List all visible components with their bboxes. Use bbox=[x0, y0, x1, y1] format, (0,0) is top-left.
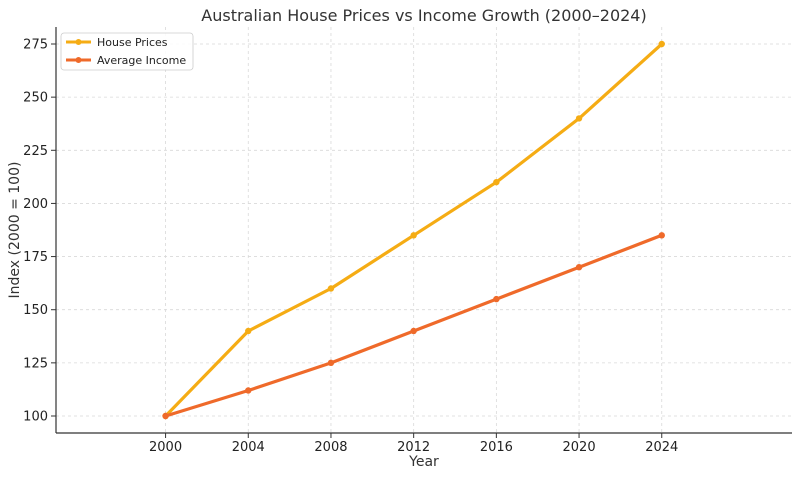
data-point-average-income bbox=[410, 327, 417, 335]
legend: House Prices Average Income bbox=[60, 32, 194, 71]
x-tick-label: 2024 bbox=[645, 440, 678, 455]
y-tick-label: 275 bbox=[23, 38, 48, 53]
y-tick-label: 175 bbox=[23, 250, 48, 265]
legend-label-house-prices: House Prices bbox=[97, 36, 168, 49]
data-point-house-prices bbox=[327, 285, 335, 292]
legend-label-average-income: Average Income bbox=[97, 54, 186, 67]
data-point-average-income bbox=[245, 387, 252, 394]
y-tick-label: 100 bbox=[23, 409, 48, 424]
data-point-house-prices bbox=[245, 327, 252, 335]
x-tick-label: 2016 bbox=[480, 440, 513, 455]
axes bbox=[55, 27, 792, 434]
y-tick-label: 225 bbox=[23, 144, 48, 159]
y-tick-label: 250 bbox=[23, 91, 48, 106]
x-tick-label: 2020 bbox=[563, 440, 596, 455]
legend-marker-house-prices bbox=[75, 39, 82, 45]
axis-ticks: 2000 2004 2008 2012 2016 2020 2024 100 125 150 175… bbox=[23, 38, 678, 455]
y-axis-label: Index (2000 = 100) bbox=[7, 162, 23, 299]
data-point-house-prices bbox=[658, 40, 665, 48]
x-tick-label: 2004 bbox=[232, 440, 265, 455]
data-point-average-income bbox=[575, 263, 583, 271]
y-tick-label: 150 bbox=[23, 303, 48, 318]
x-axis-label: Year bbox=[408, 454, 439, 470]
legend-marker-average-income bbox=[75, 57, 82, 63]
data-point-average-income bbox=[493, 295, 500, 303]
data-point-house-prices bbox=[410, 232, 417, 239]
x-tick-label: 2000 bbox=[149, 440, 182, 455]
x-tick-label: 2012 bbox=[397, 440, 430, 455]
grid-lines bbox=[56, 27, 792, 433]
data-point-average-income bbox=[327, 359, 335, 367]
y-tick-label: 125 bbox=[23, 356, 48, 371]
data-point-average-income bbox=[658, 232, 665, 239]
series-lines bbox=[162, 40, 665, 420]
y-tick-label: 200 bbox=[23, 197, 48, 212]
legend-frame bbox=[60, 32, 194, 71]
data-point-house-prices bbox=[575, 115, 583, 122]
data-point-average-income bbox=[162, 412, 169, 420]
x-tick-label: 2008 bbox=[314, 440, 347, 455]
data-point-house-prices bbox=[493, 178, 500, 186]
chart-title: Australian House Prices vs Income Growth… bbox=[201, 6, 646, 25]
